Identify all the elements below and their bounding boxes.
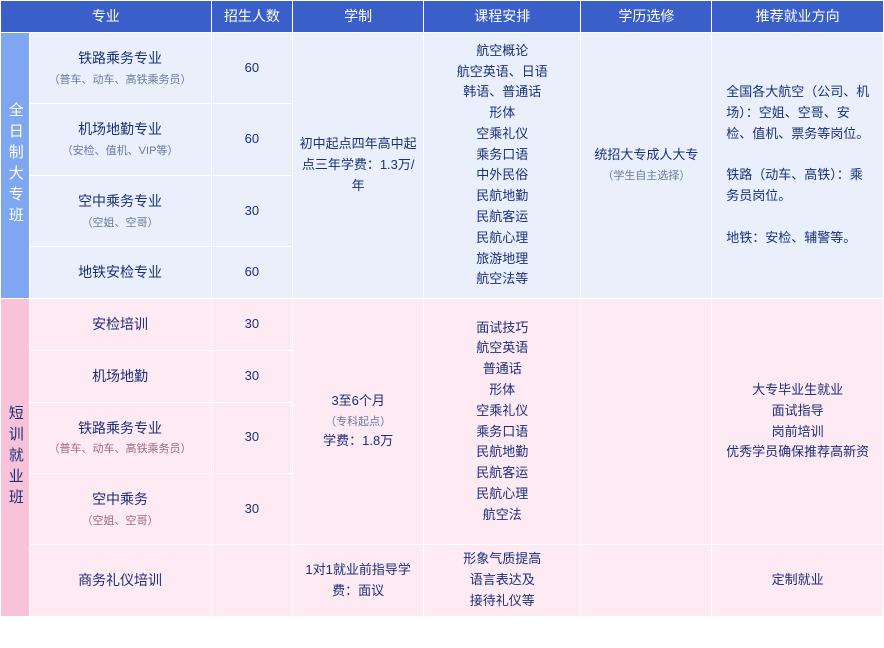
header-row: 专业 招生人数 学制 课程安排 学历选修 推荐就业方向 xyxy=(1,1,884,33)
group-label-fulltime: 全日制大专班 xyxy=(1,33,30,299)
num-cell: 30 xyxy=(211,473,293,544)
schedule-cell: 1对1就业前指导学费：面议 xyxy=(293,545,424,616)
num-cell: 30 xyxy=(211,402,293,473)
num-cell: 60 xyxy=(211,104,293,175)
major-cell: 铁路乘务专业（普车、动车、高铁乘务员） xyxy=(29,33,211,104)
col-schedule: 学制 xyxy=(293,1,424,33)
schedule-cell: 3至6个月（专科起点）学费：1.8万 xyxy=(293,298,424,544)
table-row: 短训就业班安检培训303至6个月（专科起点）学费：1.8万面试技巧航空英语普通话… xyxy=(1,298,884,350)
major-cell: 安检培训 xyxy=(29,298,211,350)
degree-cell: 统招大专成人大专（学生自主选择） xyxy=(581,33,712,299)
col-major: 专业 xyxy=(1,1,212,33)
major-cell: 商务礼仪培训 xyxy=(29,545,211,616)
major-cell: 铁路乘务专业（普车、动车、高铁乘务员） xyxy=(29,402,211,473)
courses-cell: 航空概论航空英语、日语韩语、普通话形体空乘礼仪乘务口语中外民俗民航地勤民航客运民… xyxy=(424,33,581,299)
col-degree: 学历选修 xyxy=(581,1,712,33)
col-courses: 课程安排 xyxy=(424,1,581,33)
schedule-cell: 初中起点四年高中起点三年学费：1.3万/年 xyxy=(293,33,424,299)
major-cell: 机场地勤 xyxy=(29,350,211,402)
degree-cell xyxy=(581,298,712,544)
num-cell: 60 xyxy=(211,33,293,104)
major-cell: 地铁安检专业 xyxy=(29,247,211,299)
career-cell: 大专毕业生就业面试指导岗前培训优秀学员确保推荐高新资 xyxy=(712,298,884,544)
num-cell xyxy=(211,545,293,616)
num-cell: 60 xyxy=(211,247,293,299)
num-cell: 30 xyxy=(211,298,293,350)
table-row: 商务礼仪培训 1对1就业前指导学费：面议形象气质提高语言表达及接待礼仪等 定制就业 xyxy=(1,545,884,616)
col-num: 招生人数 xyxy=(211,1,293,33)
group-label-short: 短训就业班 xyxy=(1,298,30,616)
career-cell: 全国各大航空（公司、机场）：空姐、空哥、安检、值机、票务等岗位。 铁路（动车、高… xyxy=(712,33,884,299)
major-cell: 机场地勤专业（安检、值机、VIP等） xyxy=(29,104,211,175)
degree-cell xyxy=(581,545,712,616)
col-career: 推荐就业方向 xyxy=(712,1,884,33)
num-cell: 30 xyxy=(211,350,293,402)
career-cell: 定制就业 xyxy=(712,545,884,616)
major-cell: 空中乘务专业（空姐、空哥） xyxy=(29,175,211,246)
courses-cell: 面试技巧航空英语普通话形体空乘礼仪乘务口语民航地勤民航客运民航心理航空法 xyxy=(424,298,581,544)
courses-cell: 形象气质提高语言表达及接待礼仪等 xyxy=(424,545,581,616)
table-row: 全日制大专班铁路乘务专业（普车、动车、高铁乘务员）60初中起点四年高中起点三年学… xyxy=(1,33,884,104)
major-cell: 空中乘务（空姐、空哥） xyxy=(29,473,211,544)
num-cell: 30 xyxy=(211,175,293,246)
enrollment-table: 专业 招生人数 学制 课程安排 学历选修 推荐就业方向 全日制大专班铁路乘务专业… xyxy=(0,0,884,617)
